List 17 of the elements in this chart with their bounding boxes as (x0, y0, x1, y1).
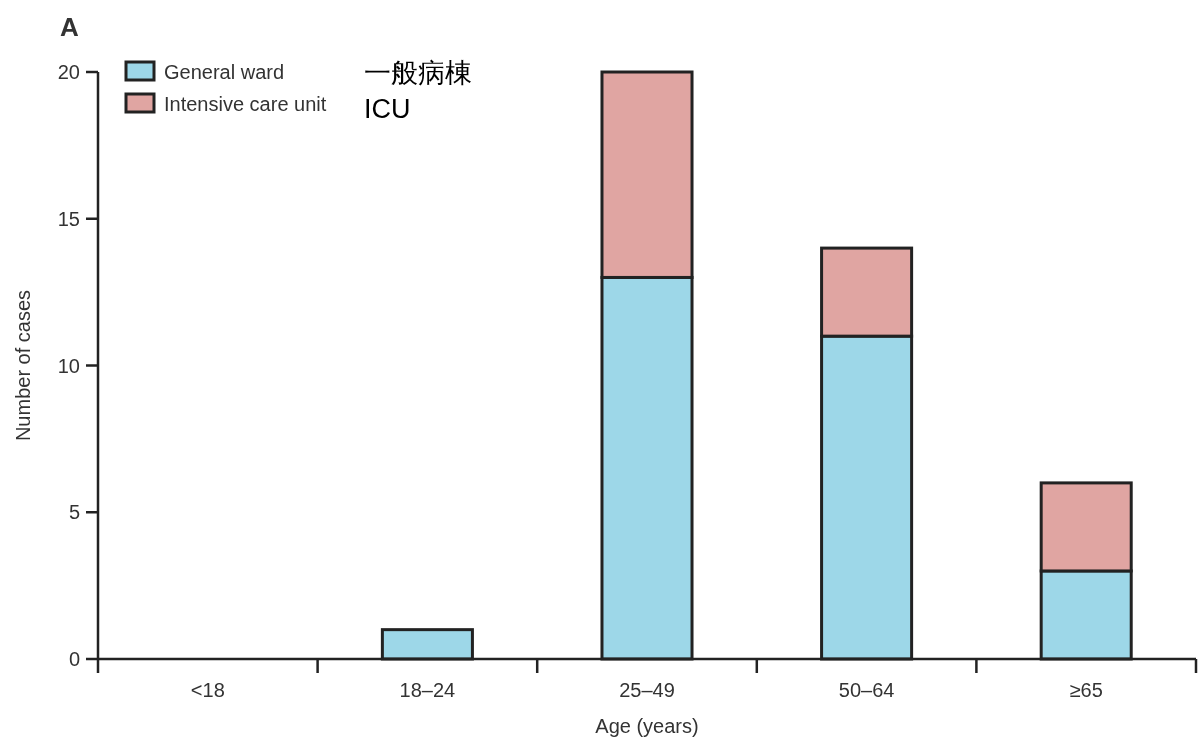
x-tick-label: 50–64 (838, 679, 895, 701)
legend-label: Intensive care unit (164, 93, 327, 115)
y-tick-label: 5 (68, 501, 80, 524)
y-tick-label: 15 (57, 207, 80, 230)
chart-title: A (60, 12, 79, 42)
y-axis-title: Number of cases (12, 289, 34, 442)
y-tick-label: 20 (57, 61, 80, 83)
y-tick-label: 10 (57, 354, 80, 377)
x-tick-label: 18–24 (399, 679, 456, 701)
x-tick-label: <18 (190, 679, 225, 701)
x-tick-label: ≥65 (1069, 679, 1103, 701)
annotation: 一般病棟 (364, 58, 472, 88)
annotation: ICU (364, 94, 411, 124)
y-tick-label: 0 (68, 648, 80, 670)
x-tick-label: 25–49 (619, 679, 675, 701)
legend-label: General ward (164, 61, 285, 83)
x-axis-title: Age (years) (595, 715, 699, 737)
